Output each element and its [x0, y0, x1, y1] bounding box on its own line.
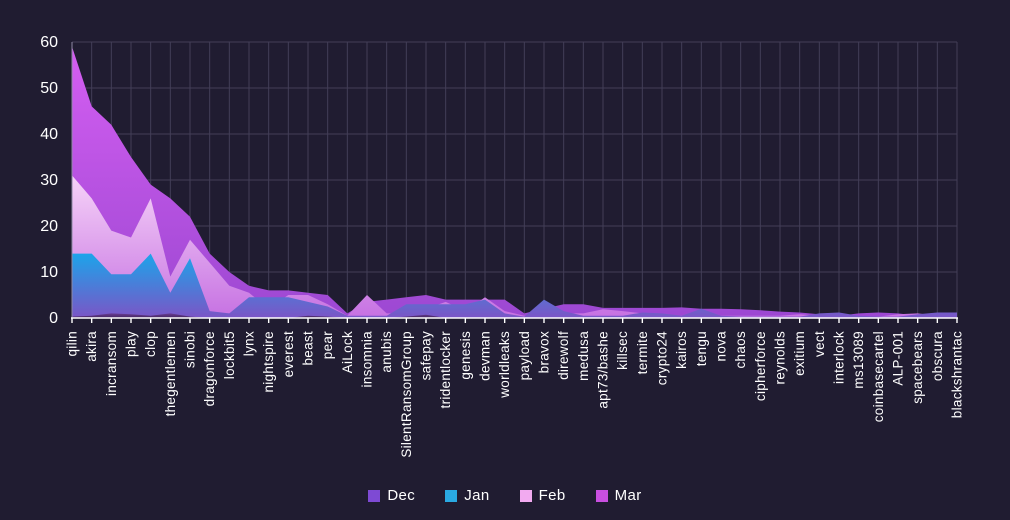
x-tick-label-exitium: exitium: [792, 331, 807, 376]
legend-label-jan: Jan: [464, 487, 490, 504]
x-tick-label-worldleaks: worldleaks: [497, 331, 512, 399]
x-tick-label-lockbit5: lockbit5: [222, 331, 237, 379]
x-tick-label-everest: everest: [281, 331, 296, 377]
x-tick-label-lynx: lynx: [242, 331, 257, 356]
y-tick-label-30: 30: [40, 172, 58, 189]
x-tick-label-termite: termite: [635, 331, 650, 374]
legend-item-dec: Dec: [368, 487, 415, 504]
x-tick-label-obscura: obscura: [930, 331, 945, 381]
x-tick-label-tengu: tengu: [694, 331, 709, 366]
x-tick-label-bravox: bravox: [537, 331, 552, 373]
legend-item-jan: Jan: [445, 487, 489, 504]
mar-color-swatch-icon: [595, 489, 608, 502]
feb-color-swatch-icon: [519, 489, 532, 502]
x-tick-label-sinobi: sinobi: [183, 331, 198, 368]
x-tick-label-anubis: anubis: [379, 331, 394, 373]
legend-label-feb: Feb: [538, 487, 566, 504]
x-tick-label-ms13089: ms13089: [851, 331, 866, 389]
x-tick-label-cipherforce: cipherforce: [753, 331, 768, 401]
x-tick-label-alp-001: ALP-001: [891, 331, 906, 386]
x-tick-label-crypto24: crypto24: [655, 331, 670, 385]
x-axis-labels: qilin akira incransom play clop thegentlemen s…: [65, 331, 965, 458]
x-tick-label-nova: nova: [714, 331, 729, 362]
y-tick-label-20: 20: [40, 218, 58, 235]
x-tick-label-payload: payload: [517, 331, 532, 380]
y-tick-label-0: 0: [49, 310, 58, 327]
x-tick-label-tridentlocker: tridentlocker: [438, 331, 453, 409]
legend-label-dec: Dec: [387, 487, 416, 504]
x-tick-label-reynolds: reynolds: [773, 331, 788, 384]
y-tick-label-10: 10: [40, 264, 58, 281]
x-tick-label-akira: akira: [84, 331, 99, 362]
y-tick-label-60: 60: [40, 34, 58, 51]
legend-item-mar: Mar: [595, 487, 642, 504]
chart-legend: Dec Jan Feb Mar: [0, 487, 1010, 504]
x-tick-label-qilin: qilin: [65, 331, 80, 357]
x-tick-label-kairos: kairos: [674, 331, 689, 369]
x-tick-label-apt73-bashe: apt73/bashe: [596, 331, 611, 409]
x-tick-label-spacebears: spacebears: [910, 331, 925, 404]
dec-color-swatch-icon: [368, 489, 381, 502]
x-tick-label-direwolf: direwolf: [556, 331, 571, 380]
x-tick-label-silentransomgroup: SilentRansomGroup: [399, 331, 414, 458]
y-tick-label-40: 40: [40, 126, 58, 143]
jan-color-swatch-icon: [445, 489, 458, 502]
legend-label-mar: Mar: [614, 487, 642, 504]
y-tick-label-50: 50: [40, 80, 58, 97]
y-axis-labels: 0 10 20 30 40 50 60: [40, 34, 58, 327]
x-tick-label-play: play: [124, 331, 139, 357]
x-tick-label-vect: vect: [812, 331, 827, 357]
x-tick-label-dragonforce: dragonforce: [202, 331, 217, 406]
x-axis-ticks: [71, 318, 958, 323]
area-series-jan: [72, 253, 957, 318]
x-tick-label-blackshrantac: blackshrantac: [950, 331, 965, 418]
x-tick-label-devman: devman: [478, 331, 493, 381]
legend-item-feb: Feb: [519, 487, 566, 504]
x-tick-label-beast: beast: [301, 331, 316, 366]
x-tick-label-insomnia: insomnia: [360, 331, 375, 388]
x-tick-label-coinbasecartel: coinbasecartel: [871, 331, 886, 422]
x-tick-label-pear: pear: [320, 331, 335, 359]
x-tick-label-interlock: interlock: [832, 331, 847, 384]
x-tick-label-genesis: genesis: [458, 331, 473, 380]
x-tick-label-chaos: chaos: [733, 331, 748, 369]
x-tick-label-nightspire: nightspire: [261, 331, 276, 393]
x-tick-label-medusa: medusa: [576, 331, 591, 381]
x-tick-label-clop: clop: [143, 331, 158, 357]
x-tick-label-killsec: killsec: [615, 331, 630, 370]
x-tick-label-thegentlemen: thegentlemen: [163, 331, 178, 416]
x-tick-label-safepay: safepay: [419, 331, 434, 380]
x-tick-label-incransom: incransom: [104, 331, 119, 396]
x-tick-label-ailock: AiLock: [340, 331, 355, 373]
